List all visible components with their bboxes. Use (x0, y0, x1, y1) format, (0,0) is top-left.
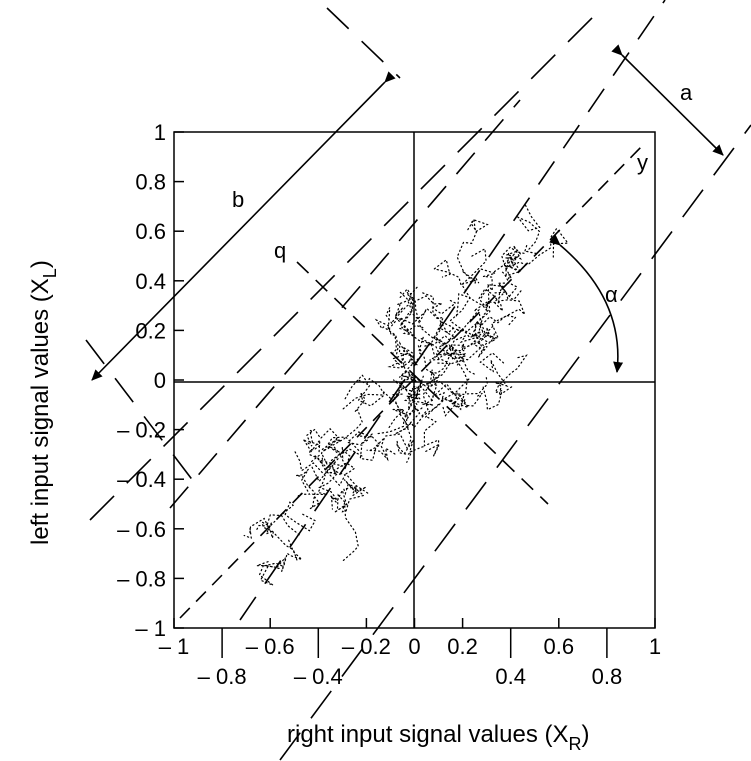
dashed-left-boundary (85, 339, 201, 491)
label-b: b (232, 187, 244, 212)
label-q: q (274, 238, 286, 263)
x-axis-title-text: right input signal values (X (287, 721, 568, 748)
data-cluster (243, 204, 570, 586)
label-alpha: α (605, 282, 618, 307)
x-axis-title-sub: R (568, 734, 581, 754)
y-tick-label: 0.6 (135, 219, 166, 244)
label-y: y (637, 150, 648, 175)
x-tick-label-lower: 0.4 (495, 664, 526, 689)
x-tick-label-lower: 0.8 (592, 664, 623, 689)
x-axis-title-close: ) (581, 721, 589, 748)
y-tick-label: – 0.4 (117, 467, 166, 492)
y-axis-title-sub: L (40, 268, 60, 278)
x-axis-title: right input signal values (XR) (287, 721, 589, 754)
dashed-diagonal-y (179, 144, 644, 619)
x-tick-label: 0.6 (544, 634, 575, 659)
dashed-top-left-boundary (326, 7, 401, 79)
tick-labels: 1 0.8 0.6 0.4 0.2 0 – 0.2 – 0.4 – 0.6 – 0.8 – 1– 1… (117, 120, 661, 689)
arrow-alpha (549, 234, 624, 373)
x-tick-label: – 1 (159, 634, 190, 659)
y-tick-label: 0.8 (135, 170, 166, 195)
dashed-boundary-upper (279, 124, 751, 761)
x-tick-label: – 0.6 (246, 634, 295, 659)
x-tick-label-lower: – 0.8 (198, 664, 247, 689)
y-tick-label: – 0.8 (117, 566, 166, 591)
y-tick-label: – 0.2 (117, 418, 166, 443)
x-tick-label-lower: – 0.4 (294, 664, 343, 689)
y-tick-label: – 1 (135, 616, 166, 641)
y-tick-label: 0.4 (135, 269, 166, 294)
x-tick-label: 0 (408, 634, 420, 659)
x-tick-label: – 0.2 (342, 634, 391, 659)
x-tick-label: 0.2 (447, 634, 478, 659)
y-tick-label: 0 (154, 368, 166, 393)
arrow-a (611, 44, 724, 156)
y-tick-label: – 0.6 (117, 517, 166, 542)
y-tick-label: 1 (154, 120, 166, 145)
arrow-b (91, 71, 396, 381)
x-tick-label: 1 (649, 634, 661, 659)
y-axis-title: left input signal values (XL) (27, 260, 60, 545)
cluster-trace (243, 204, 570, 586)
dashed-boundary-lower (89, 9, 601, 521)
dashed-diagonal-lower (169, 99, 521, 509)
dashed-diagonal-upper (239, 0, 666, 621)
label-a: a (680, 80, 693, 105)
y-axis-title-text: left input signal values (X (27, 278, 54, 545)
y-axis-title-close: ) (27, 260, 54, 268)
